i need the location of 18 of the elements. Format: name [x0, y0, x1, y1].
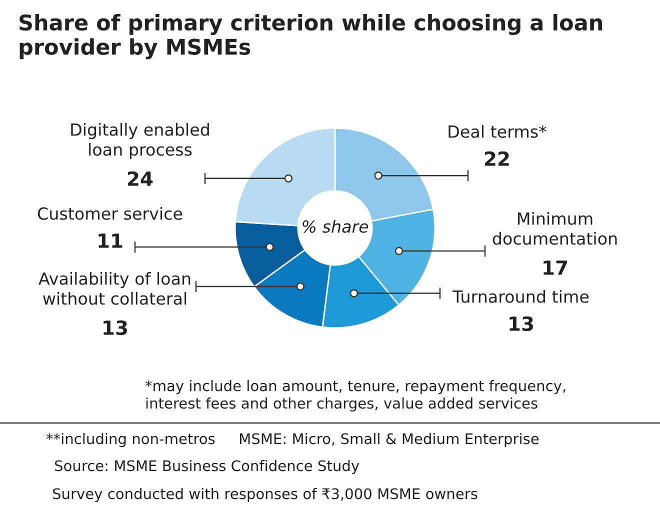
slice-label: Availability of loan without collateral: [38, 272, 190, 305]
text: *may include loan amount, tenure, repayment frequency, interest fees and other charges, value added services: [145, 380, 566, 412]
text: **including non-metros MSME: Micro, Small & Medium Enterprise: [46, 432, 539, 448]
text: Survey conducted with responses of ₹3,000 MSME owners: [52, 488, 478, 502]
slice-label: Minimum documentation: [492, 212, 617, 245]
data-label: 13: [510, 316, 533, 332]
slice-label: Turnaround time: [452, 290, 589, 303]
data-label: 11: [98, 234, 122, 248]
source-note: Source: MSME Business Confidence Study: [54, 460, 360, 474]
slice-label: Deal terms*: [448, 125, 546, 138]
data-label: 24: [128, 171, 153, 186]
slice-label: Digitally enabled loan process: [71, 123, 209, 160]
data-label: 17: [544, 260, 567, 275]
slice-label: Customer service: [38, 207, 182, 220]
chart-title: Share of primary criterion while choosing a loan provider by MSMEs: [20, 14, 602, 60]
data-label: 13: [104, 320, 127, 336]
data-label: 22: [485, 151, 509, 166]
text: % share: [302, 220, 368, 233]
